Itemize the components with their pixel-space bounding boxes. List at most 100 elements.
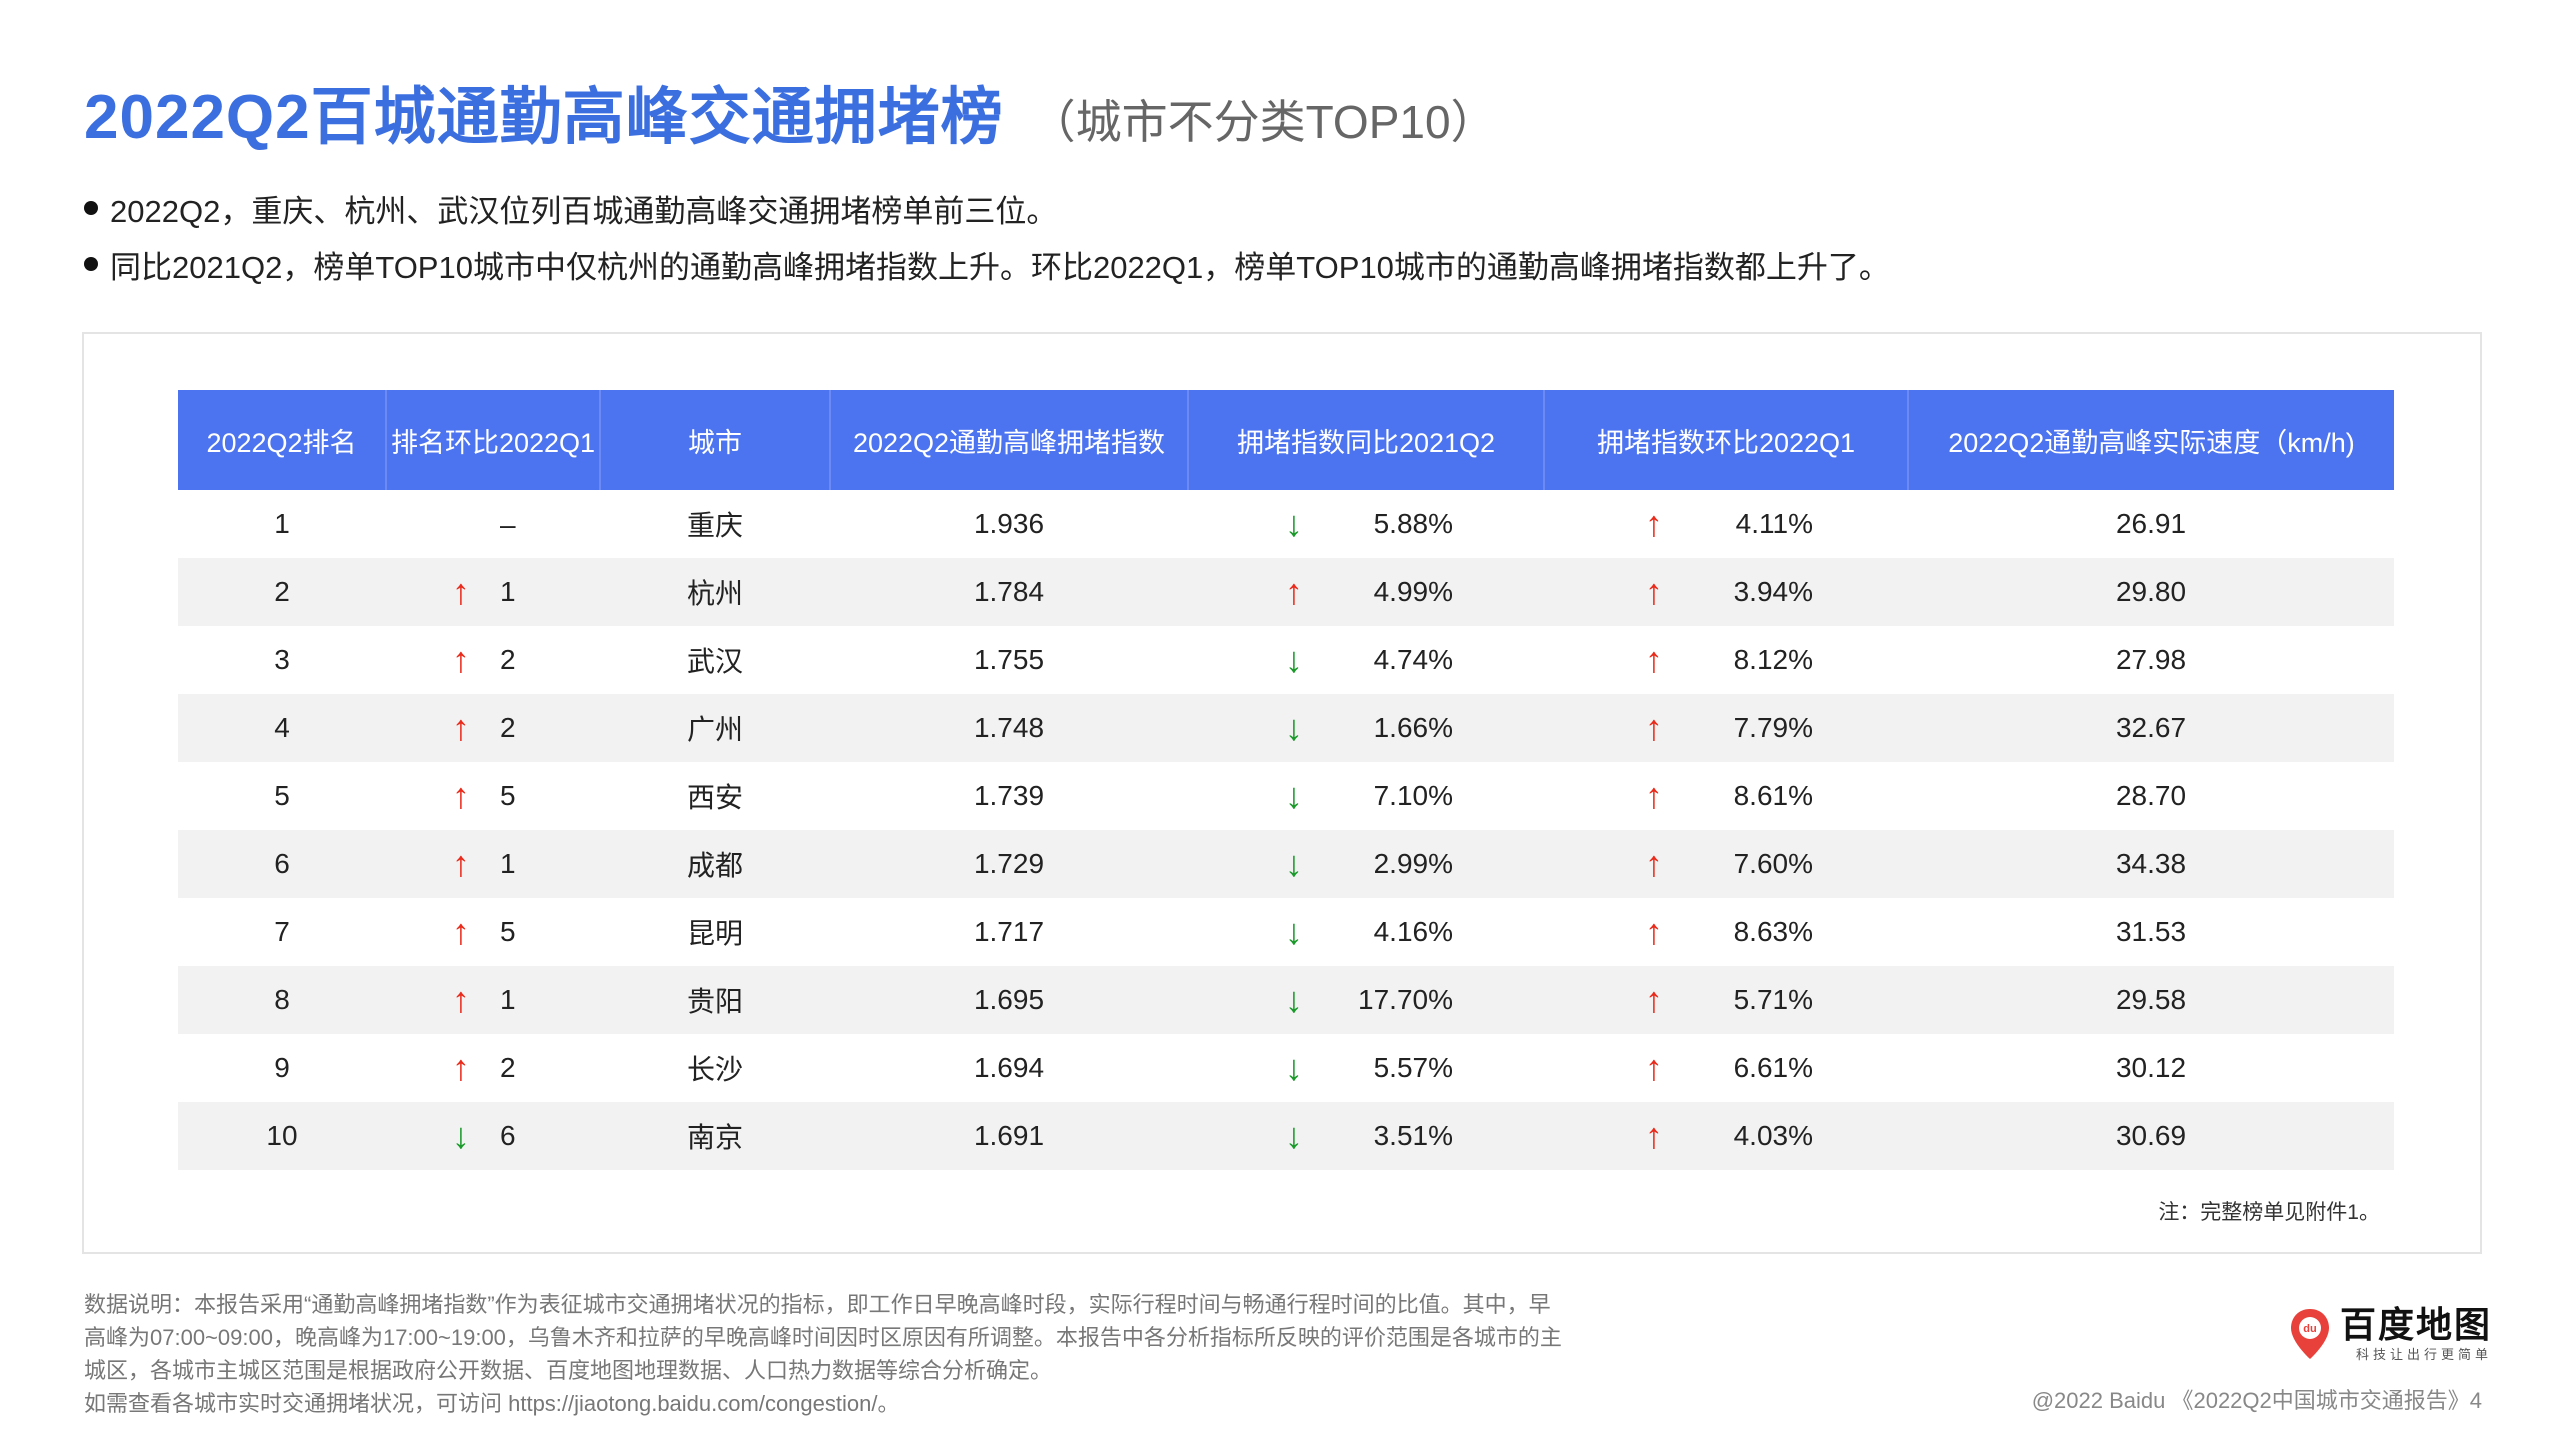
page-subtitle: （城市不分类TOP10） bbox=[1029, 96, 1497, 148]
bullet-text: 2022Q2，重庆、杭州、武汉位列百城通勤高峰交通拥堵榜单前三位。 bbox=[110, 193, 1058, 229]
yoy-value: 3.51% bbox=[1373, 1120, 1453, 1151]
cell-congestion-index: 1.748 bbox=[830, 694, 1188, 762]
cell-yoy: ↑ 4.99% bbox=[1188, 558, 1544, 626]
footnote-line: 数据说明：本报告采用“通勤高峰拥堵指数”作为表征城市交通拥堵状况的指标，即工作日… bbox=[84, 1292, 1551, 1317]
yoy-value: 5.57% bbox=[1373, 1052, 1453, 1083]
cell-city: 重庆 bbox=[686, 510, 743, 541]
arrow-up-icon: ↑ bbox=[1645, 707, 1663, 748]
cell-congestion-index: 1.739 bbox=[973, 780, 1045, 811]
cell-yoy: ↓ 5.88% bbox=[1188, 490, 1544, 558]
table-row: 6 ↑ 1 成都 1.729 ↓ 2.99% ↑ 7.60% 34.38 bbox=[178, 830, 2394, 898]
rank-change-value: 1 bbox=[500, 848, 516, 879]
cell-qoq: ↑ 4.03% bbox=[1544, 1102, 1908, 1170]
cell-rank-change: – bbox=[386, 490, 600, 558]
arrow-down-icon: ↓ bbox=[452, 1115, 470, 1156]
arrow-down-icon: ↓ bbox=[1285, 1115, 1303, 1156]
qoq-value: 7.60% bbox=[1733, 848, 1813, 879]
arrow-up-icon: ↑ bbox=[1285, 571, 1303, 612]
rank-change-value: 5 bbox=[500, 780, 516, 811]
rank-change-value: 6 bbox=[500, 1120, 516, 1151]
summary-bullets: 2022Q2，重庆、杭州、武汉位列百城通勤高峰交通拥堵榜单前三位。 同比2021… bbox=[84, 180, 1890, 292]
cell-speed: 27.98 bbox=[2115, 644, 2187, 675]
data-footnote: 数据说明：本报告采用“通勤高峰拥堵指数”作为表征城市交通拥堵状况的指标，即工作日… bbox=[84, 1288, 1644, 1420]
yoy-value: 4.74% bbox=[1373, 644, 1453, 675]
arrow-up-icon: ↑ bbox=[1645, 911, 1663, 952]
cell-rank: 7 bbox=[274, 916, 290, 947]
arrow-down-icon: ↓ bbox=[1285, 979, 1303, 1020]
logo-name: 百度地图 bbox=[2340, 1304, 2493, 1345]
cell-city: 南京 bbox=[600, 1102, 830, 1170]
cell-speed: 31.53 bbox=[2115, 916, 2187, 947]
yoy-value: 4.99% bbox=[1373, 576, 1453, 607]
bullet-item: 2022Q2，重庆、杭州、武汉位列百城通勤高峰交通拥堵榜单前三位。 bbox=[84, 180, 1890, 236]
cell-rank: 2 bbox=[178, 558, 386, 626]
cell-rank-change: ↑ 2 bbox=[386, 626, 600, 694]
cell-rank: 9 bbox=[274, 1052, 290, 1083]
table-row: 2 ↑ 1 杭州 1.784 ↑ 4.99% ↑ 3.94% 29.80 bbox=[178, 558, 2394, 626]
table-row: 5 ↑ 5 西安 1.739 ↓ 7.10% ↑ 8.61% 28.70 bbox=[178, 762, 2394, 830]
title-row: 2022Q2百城通勤高峰交通拥堵榜 （城市不分类TOP10） bbox=[84, 66, 1497, 156]
cell-rank-change: ↓ 6 bbox=[386, 1102, 600, 1170]
table-row: 9 ↑ 2 长沙 1.694 ↓ 5.57% ↑ 6.61% 30.12 bbox=[178, 1034, 2394, 1102]
cell-rank-change: ↑ 1 bbox=[386, 966, 600, 1034]
arrow-down-icon: ↓ bbox=[1285, 843, 1303, 884]
cell-speed: 34.38 bbox=[1908, 830, 2394, 898]
cell-speed: 29.58 bbox=[1908, 966, 2394, 1034]
bullet-dot-icon bbox=[84, 257, 98, 271]
yoy-value: 17.70% bbox=[1358, 984, 1453, 1015]
cell-congestion-index: 1.691 bbox=[830, 1102, 1188, 1170]
cell-congestion-index: 1.784 bbox=[830, 558, 1188, 626]
cell-rank: 6 bbox=[178, 830, 386, 898]
cell-qoq: ↑ 7.79% bbox=[1544, 694, 1908, 762]
footnote-line: 高峰为07:00~09:00，晚高峰为17:00~19:00，乌鲁木齐和拉萨的早… bbox=[84, 1325, 1562, 1350]
cell-yoy: ↓ 7.10% bbox=[1188, 762, 1544, 830]
yoy-value: 2.99% bbox=[1373, 848, 1453, 879]
qoq-value: 3.94% bbox=[1733, 576, 1813, 607]
cell-rank: 10 bbox=[178, 1102, 386, 1170]
cell-city: 广州 bbox=[600, 694, 830, 762]
arrow-up-icon: ↑ bbox=[1645, 979, 1663, 1020]
cell-speed: 30.12 bbox=[2115, 1052, 2187, 1083]
baidu-map-logo: du 百度地图 科技让出行更简单 bbox=[2288, 1306, 2492, 1363]
cell-congestion-index: 1.936 bbox=[973, 508, 1045, 539]
table-note: 注：完整榜单见附件1。 bbox=[2158, 1201, 2380, 1224]
cell-qoq: ↑ 7.60% bbox=[1544, 830, 1908, 898]
qoq-value: 4.11% bbox=[1735, 508, 1813, 539]
cell-rank-change: ↑ 1 bbox=[386, 558, 600, 626]
cell-speed: 28.70 bbox=[2115, 780, 2187, 811]
table-row: 7 ↑ 5 昆明 1.717 ↓ 4.16% ↑ 8.63% 31.53 bbox=[178, 898, 2394, 966]
cell-city: 昆明 bbox=[686, 918, 743, 949]
qoq-value: 8.61% bbox=[1733, 780, 1813, 811]
cell-congestion-index: 1.755 bbox=[973, 644, 1045, 675]
ranking-table: 2022Q2排名 排名环比2022Q1 城市 2022Q2通勤高峰拥堵指数 拥堵… bbox=[178, 390, 2394, 1170]
cell-qoq: ↑ 3.94% bbox=[1544, 558, 1908, 626]
table-row: 10 ↓ 6 南京 1.691 ↓ 3.51% ↑ 4.03% 30.69 bbox=[178, 1102, 2394, 1170]
arrow-up-icon: ↑ bbox=[1645, 775, 1663, 816]
arrow-down-icon: ↓ bbox=[1285, 503, 1303, 544]
cell-yoy: ↓ 4.16% bbox=[1188, 898, 1544, 966]
cell-yoy: ↓ 17.70% bbox=[1188, 966, 1544, 1034]
arrow-up-icon: ↑ bbox=[1645, 1047, 1663, 1088]
footnote-line: 如需查看各城市实时交通拥堵状况，可访问 https://jiaotong.bai… bbox=[84, 1391, 900, 1416]
qoq-value: 5.71% bbox=[1733, 984, 1813, 1015]
cell-rank: 3 bbox=[274, 644, 290, 675]
table-row: 3 ↑ 2 武汉 1.755 ↓ 4.74% ↑ 8.12% 27.98 bbox=[178, 626, 2394, 694]
qoq-value: 7.79% bbox=[1733, 712, 1813, 743]
arrow-up-icon: ↑ bbox=[1645, 1115, 1663, 1156]
cell-city: 长沙 bbox=[686, 1054, 743, 1085]
arrow-up-icon: ↑ bbox=[1645, 571, 1663, 612]
cell-congestion-index: 1.695 bbox=[830, 966, 1188, 1034]
copyright-text: @2022 Baidu 《2022Q2中国城市交通报告》4 bbox=[2031, 1388, 2482, 1413]
cell-city: 西安 bbox=[686, 782, 743, 813]
baidu-map-pin-icon: du bbox=[2291, 1308, 2329, 1359]
arrow-down-icon: ↓ bbox=[1285, 639, 1303, 680]
arrow-up-icon: ↑ bbox=[452, 843, 470, 884]
arrow-down-icon: ↓ bbox=[1285, 911, 1303, 952]
qoq-value: 8.63% bbox=[1733, 916, 1813, 947]
column-header-rank-change: 排名环比2022Q1 bbox=[386, 390, 601, 490]
bullet-item: 同比2021Q2，榜单TOP10城市中仅杭州的通勤高峰拥堵指数上升。环比2022… bbox=[84, 236, 1890, 292]
cell-yoy: ↓ 2.99% bbox=[1188, 830, 1544, 898]
rank-change-value: 2 bbox=[500, 1052, 516, 1083]
arrow-up-icon: ↑ bbox=[452, 911, 470, 952]
bullet-text: 同比2021Q2，榜单TOP10城市中仅杭州的通勤高峰拥堵指数上升。环比2022… bbox=[110, 249, 1890, 285]
